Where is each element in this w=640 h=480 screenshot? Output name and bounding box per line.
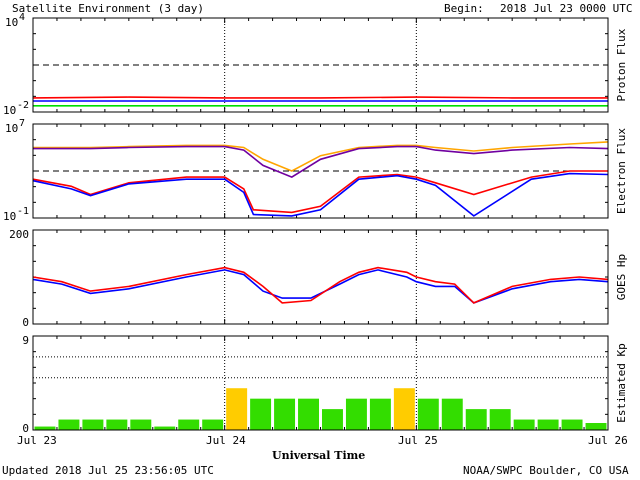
y-tick-bottom: 0: [22, 422, 29, 435]
goes_hp-frame: [32, 229, 609, 325]
kp-bar: [441, 398, 463, 430]
kp-bar: [82, 419, 104, 430]
kp-frame: [32, 335, 609, 431]
goes_hp-ylabel: GOES Hp: [615, 254, 628, 300]
kp-bar: [513, 419, 535, 430]
chart-title: Satellite Environment (3 day): [12, 2, 204, 15]
electron-series-purple: [33, 145, 609, 178]
kp-bar: [130, 419, 152, 430]
x-tick-jul25: Jul 25: [398, 434, 438, 447]
kp-bar: [345, 398, 367, 430]
kp-bar: [489, 409, 511, 430]
electron-series-orange: [33, 141, 609, 172]
proton-series-red: [32, 96, 608, 99]
electron-panel: 10 710 -1 Electron Flux: [3, 118, 628, 223]
kp-bar: [585, 423, 607, 430]
begin-value: 2018 Jul 23 0000 UTC: [500, 2, 632, 15]
y-tick-bottom: 10: [3, 210, 16, 223]
kp-bar: [154, 426, 176, 430]
kp-bar: [226, 388, 248, 430]
kp-panel: 9 0 Estimated Kp: [22, 334, 628, 435]
x-tick-jul24: Jul 24: [206, 434, 246, 447]
y-tick-top: 10: [5, 122, 18, 135]
kp-bar: [298, 398, 319, 430]
y-tick-top: 200: [9, 228, 29, 241]
proton-frame: [32, 17, 609, 113]
y-tick-top: 9: [22, 334, 29, 347]
y-tick-bottom-exponent: -2: [17, 100, 29, 111]
electron-series-red: [32, 170, 608, 214]
kp-bar: [369, 398, 391, 430]
y-tick-top: 10: [5, 16, 18, 29]
kp-bar: [465, 409, 487, 430]
y-tick-bottom-exponent: -1: [17, 206, 29, 217]
updated-timestamp: Updated 2018 Jul 25 23:56:05 UTC: [2, 464, 214, 477]
goes_hp-series-red: [32, 266, 609, 304]
proton-ylabel: Proton Flux: [615, 28, 628, 101]
y-tick-bottom: 0: [22, 316, 29, 329]
kp-bar: [202, 419, 224, 430]
x-axis-label: Universal Time: [272, 449, 365, 462]
kp-bar: [250, 398, 272, 430]
y-tick-bottom: 10: [3, 104, 16, 117]
y-tick-top-exponent: 7: [19, 118, 25, 129]
kp-ylabel: Estimated Kp: [615, 343, 628, 422]
kp-bar: [322, 409, 343, 430]
kp-bar: [537, 419, 559, 430]
kp-bar: [34, 426, 56, 430]
kp-bar: [561, 419, 583, 430]
electron-frame: [32, 123, 609, 219]
kp-bar: [393, 388, 415, 430]
x-tick-jul26: Jul 26: [588, 434, 628, 447]
begin-label: Begin:: [444, 2, 484, 15]
electron-series-blue: [32, 172, 609, 217]
credit-text: NOAA/SWPC Boulder, CO USA: [463, 464, 629, 477]
x-tick-jul23: Jul 23: [17, 434, 57, 447]
goes_hp-series-blue: [32, 269, 609, 304]
kp-bar: [274, 398, 296, 430]
goes_hp-panel: 200 0 GOES Hp: [9, 228, 628, 329]
kp-bar: [178, 419, 200, 430]
kp-bar: [58, 419, 80, 430]
y-tick-top-exponent: 4: [19, 12, 25, 23]
kp-bar: [417, 398, 439, 430]
kp-bar: [106, 419, 128, 430]
electron-ylabel: Electron Flux: [615, 128, 628, 214]
